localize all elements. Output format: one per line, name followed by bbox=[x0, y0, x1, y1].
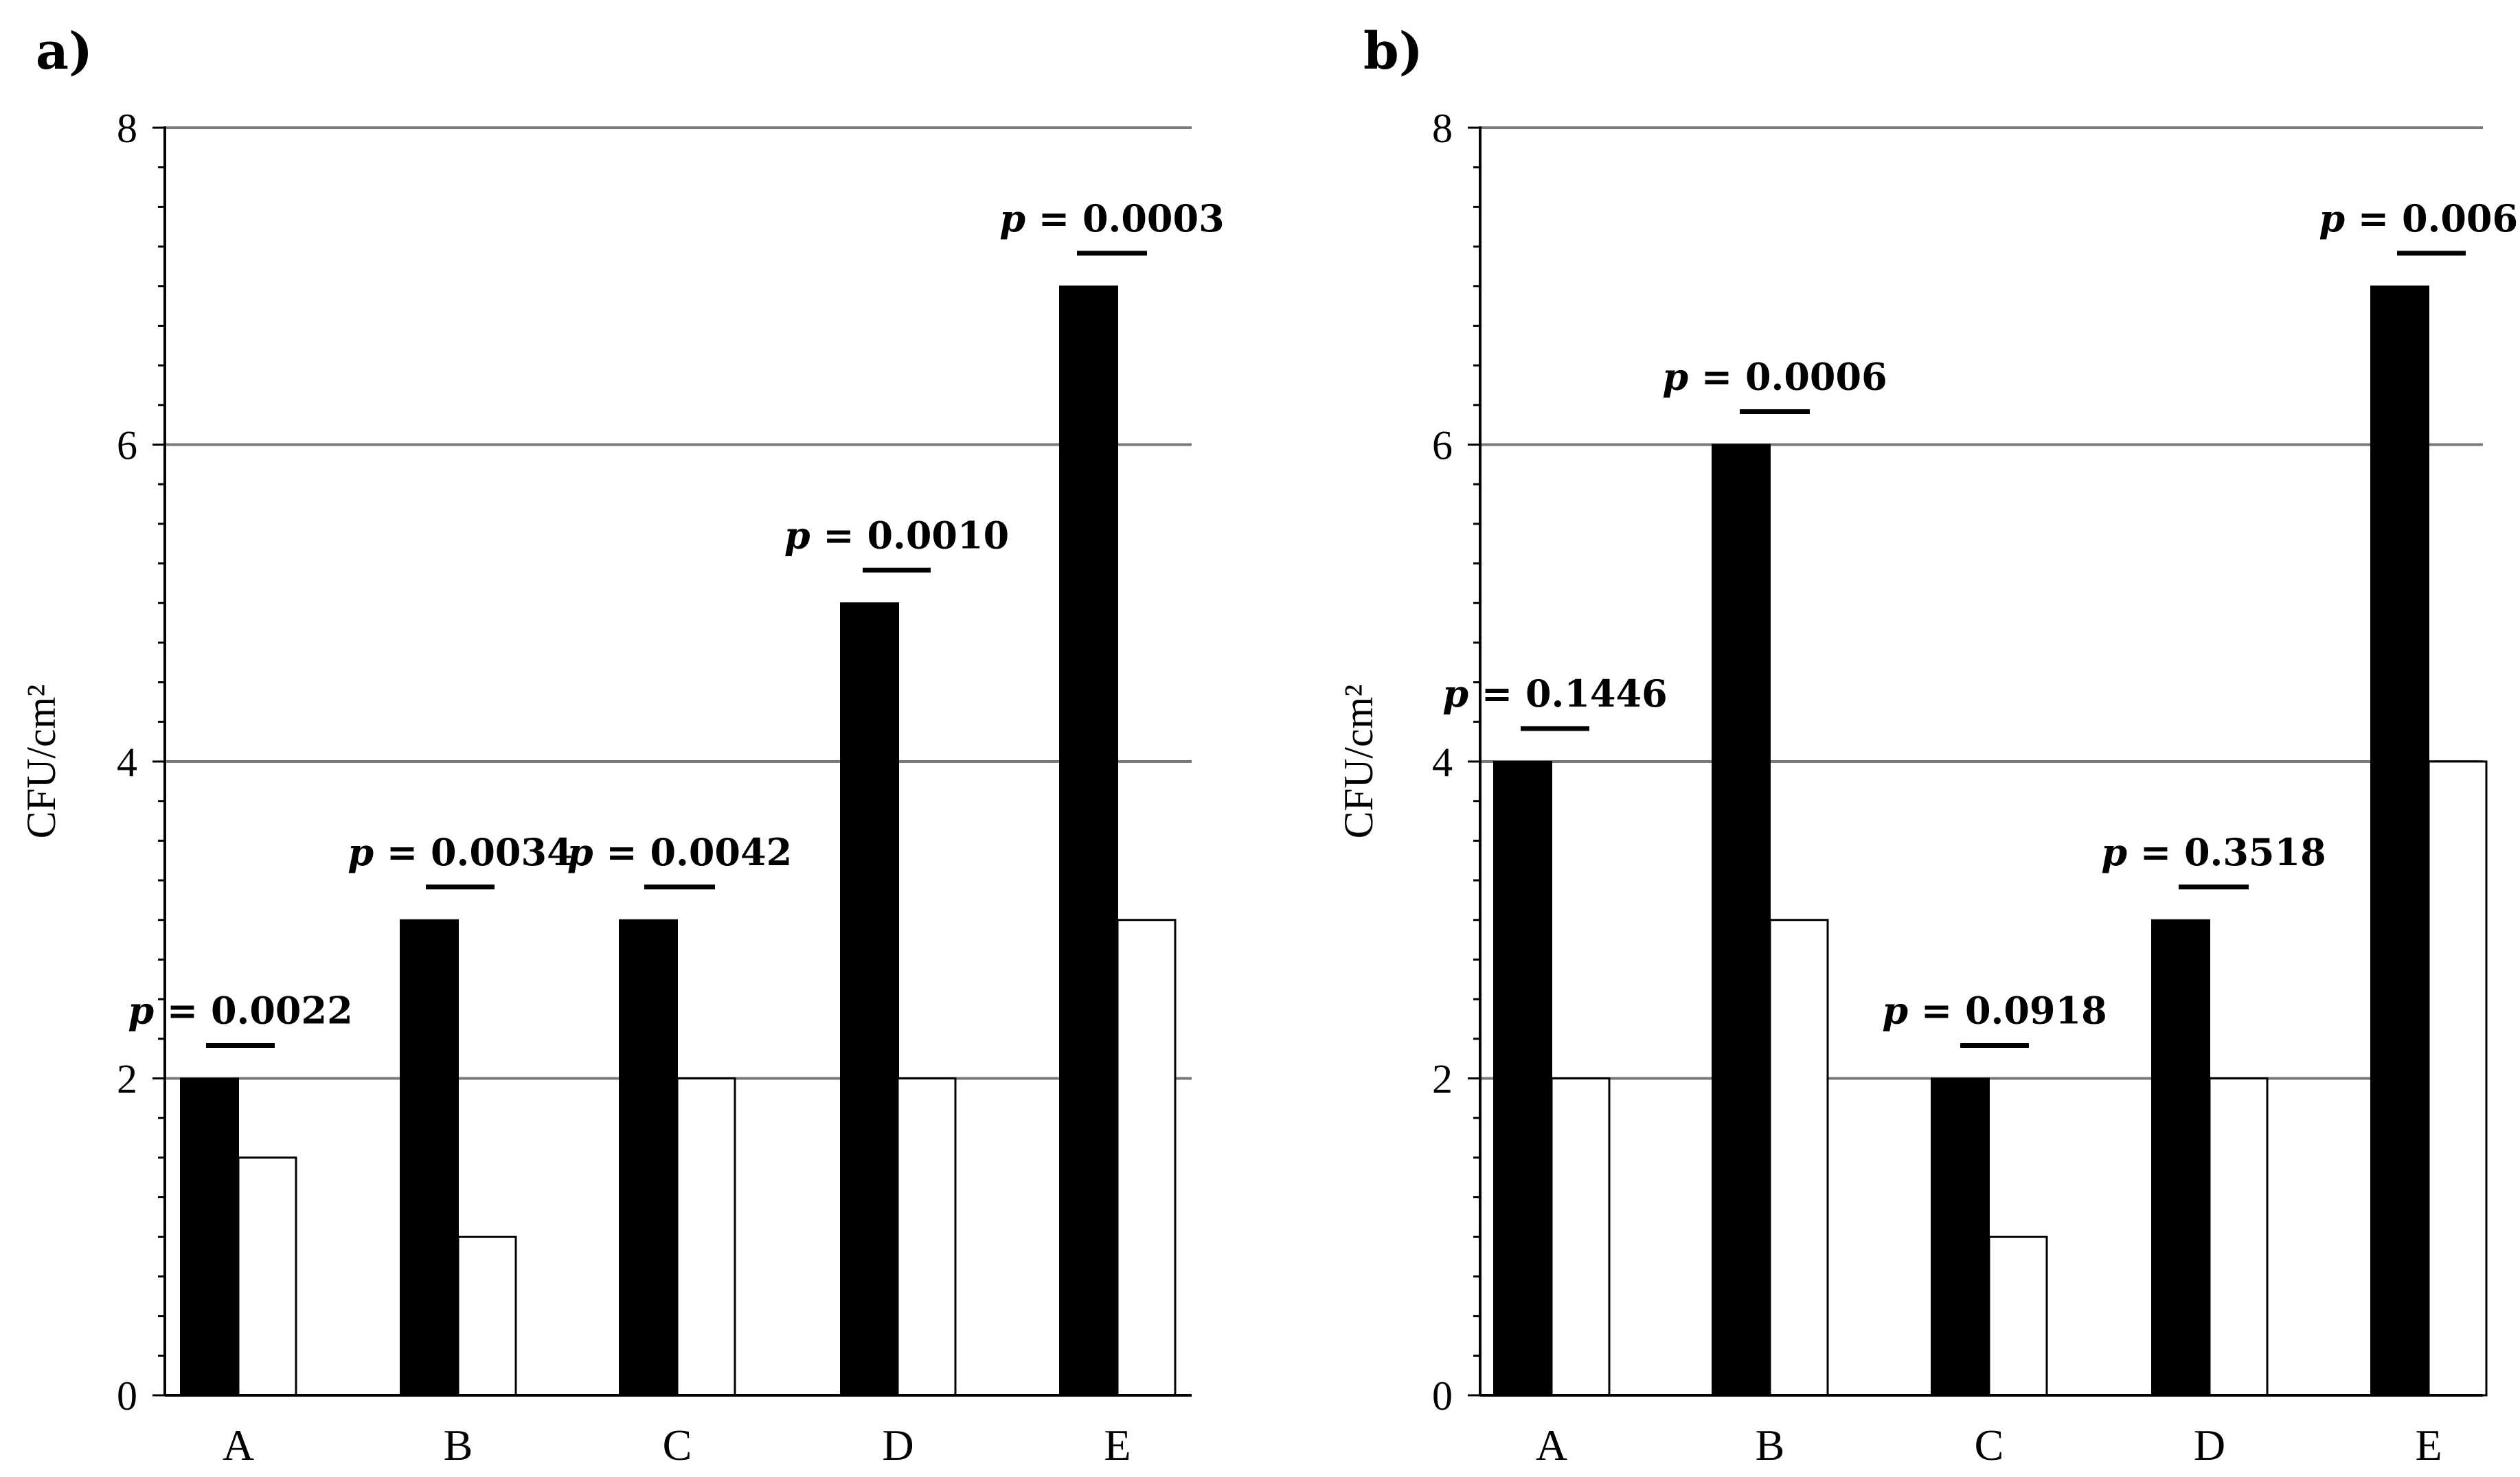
p-value-label-A: p = 0.1446 bbox=[1442, 672, 1667, 715]
p-value-label-D: p = 0.3518 bbox=[2101, 830, 2326, 874]
x-tick-label-A: A bbox=[1536, 1421, 1567, 1469]
x-tick-label-D: D bbox=[2194, 1421, 2225, 1469]
bar-white-B bbox=[457, 1235, 517, 1397]
bar-white-D bbox=[2208, 1077, 2269, 1397]
x-tick-label-D: D bbox=[882, 1421, 913, 1469]
p-value-label-E: p = 0.0063 bbox=[2319, 196, 2520, 240]
bar-black-B bbox=[1712, 444, 1771, 1396]
bar-white-E bbox=[2427, 760, 2488, 1397]
x-tick-label-C: C bbox=[663, 1421, 692, 1469]
bar-white-D bbox=[896, 1077, 957, 1397]
bar-black-C bbox=[1931, 1077, 1990, 1396]
p-value-label-D: p = 0.0010 bbox=[784, 513, 1009, 557]
x-tick-label-B: B bbox=[1756, 1421, 1785, 1469]
x-tick-label-E: E bbox=[1104, 1421, 1131, 1469]
y-axis-title: CFU/cm² bbox=[19, 685, 64, 839]
y-tick-label: 2 bbox=[117, 1057, 137, 1102]
y-tick-label: 0 bbox=[117, 1373, 137, 1419]
y-tick-label: 4 bbox=[1432, 740, 1453, 785]
bar-black-A bbox=[1493, 761, 1552, 1396]
bar-white-C bbox=[676, 1077, 736, 1397]
y-tick-label: 6 bbox=[117, 423, 137, 468]
y-tick-label: 4 bbox=[117, 740, 137, 785]
bar-white-B bbox=[1769, 919, 1829, 1397]
panel-label: a) bbox=[36, 22, 93, 81]
x-tick-label-E: E bbox=[2415, 1421, 2442, 1469]
p-value-label-E: p = 0.0003 bbox=[999, 196, 1224, 240]
bar-black-E bbox=[2370, 285, 2429, 1396]
chart-panel-b: b) 0 2 4 6 8 CFU/cm² Ap = 0.1446 Bp = 0.0006 Cp =… bbox=[1336, 22, 2520, 1469]
bar-black-D bbox=[840, 602, 899, 1396]
y-tick-label: 8 bbox=[117, 106, 137, 151]
y-tick-label: 8 bbox=[1432, 106, 1453, 151]
x-tick-label-A: A bbox=[223, 1421, 254, 1469]
p-value-label-B: p = 0.0034 bbox=[348, 830, 572, 874]
y-tick-label: 2 bbox=[1432, 1057, 1453, 1102]
bar-white-A bbox=[1550, 1077, 1611, 1397]
y-tick-label: 6 bbox=[1432, 423, 1453, 468]
x-tick-label-B: B bbox=[444, 1421, 473, 1469]
bar-white-C bbox=[1988, 1235, 2048, 1397]
bar-black-A bbox=[180, 1077, 239, 1396]
bar-white-A bbox=[237, 1156, 297, 1397]
p-value-label-A: p = 0.0022 bbox=[128, 989, 352, 1033]
bar-black-D bbox=[2151, 919, 2210, 1396]
p-value-label-C: p = 0.0042 bbox=[567, 830, 792, 874]
bar-white-E bbox=[1116, 919, 1177, 1397]
bar-black-E bbox=[1059, 285, 1118, 1396]
chart-panel-a: a) 0 2 4 6 8 CFU/cm² Ap = 0.0022 Bp = 0.0034 Cp =… bbox=[19, 22, 1225, 1469]
bar-black-B bbox=[400, 919, 459, 1396]
bar-black-C bbox=[619, 919, 678, 1396]
y-tick-label: 0 bbox=[1432, 1373, 1453, 1419]
x-tick-label-C: C bbox=[1975, 1421, 2004, 1469]
p-value-label-C: p = 0.0918 bbox=[1882, 989, 2107, 1033]
p-value-label-B: p = 0.0006 bbox=[1662, 355, 1887, 399]
y-axis-title: CFU/cm² bbox=[1336, 685, 1381, 839]
panel-label: b) bbox=[1363, 22, 1423, 81]
